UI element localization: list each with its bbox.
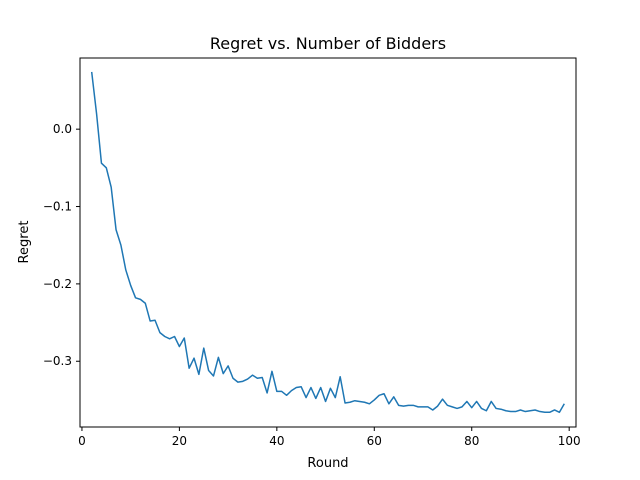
regret-line (90, 71, 565, 414)
x-tick-label: 60 (367, 434, 382, 448)
y-tick-label: −0.1 (43, 200, 72, 214)
axes-frame (79, 57, 577, 428)
y-tick-label: −0.3 (43, 354, 72, 368)
x-tick-label: 20 (172, 434, 187, 448)
y-axis-label: Regret (17, 221, 32, 264)
x-tick-label: 100 (558, 434, 581, 448)
x-tick-label: 40 (269, 434, 284, 448)
y-tick-label: 0.0 (53, 122, 72, 136)
plot-area (90, 71, 565, 414)
chart-title: Regret vs. Number of Bidders (210, 34, 446, 53)
y-tick-label: −0.2 (43, 277, 72, 291)
x-axis-label: Round (307, 456, 348, 471)
axis-ticks: 0 20 40 60 80 100 0.0 −0.1 −0.2 −0.3 (43, 122, 581, 448)
x-tick-label: 80 (464, 434, 479, 448)
x-tick-label: 0 (78, 434, 86, 448)
